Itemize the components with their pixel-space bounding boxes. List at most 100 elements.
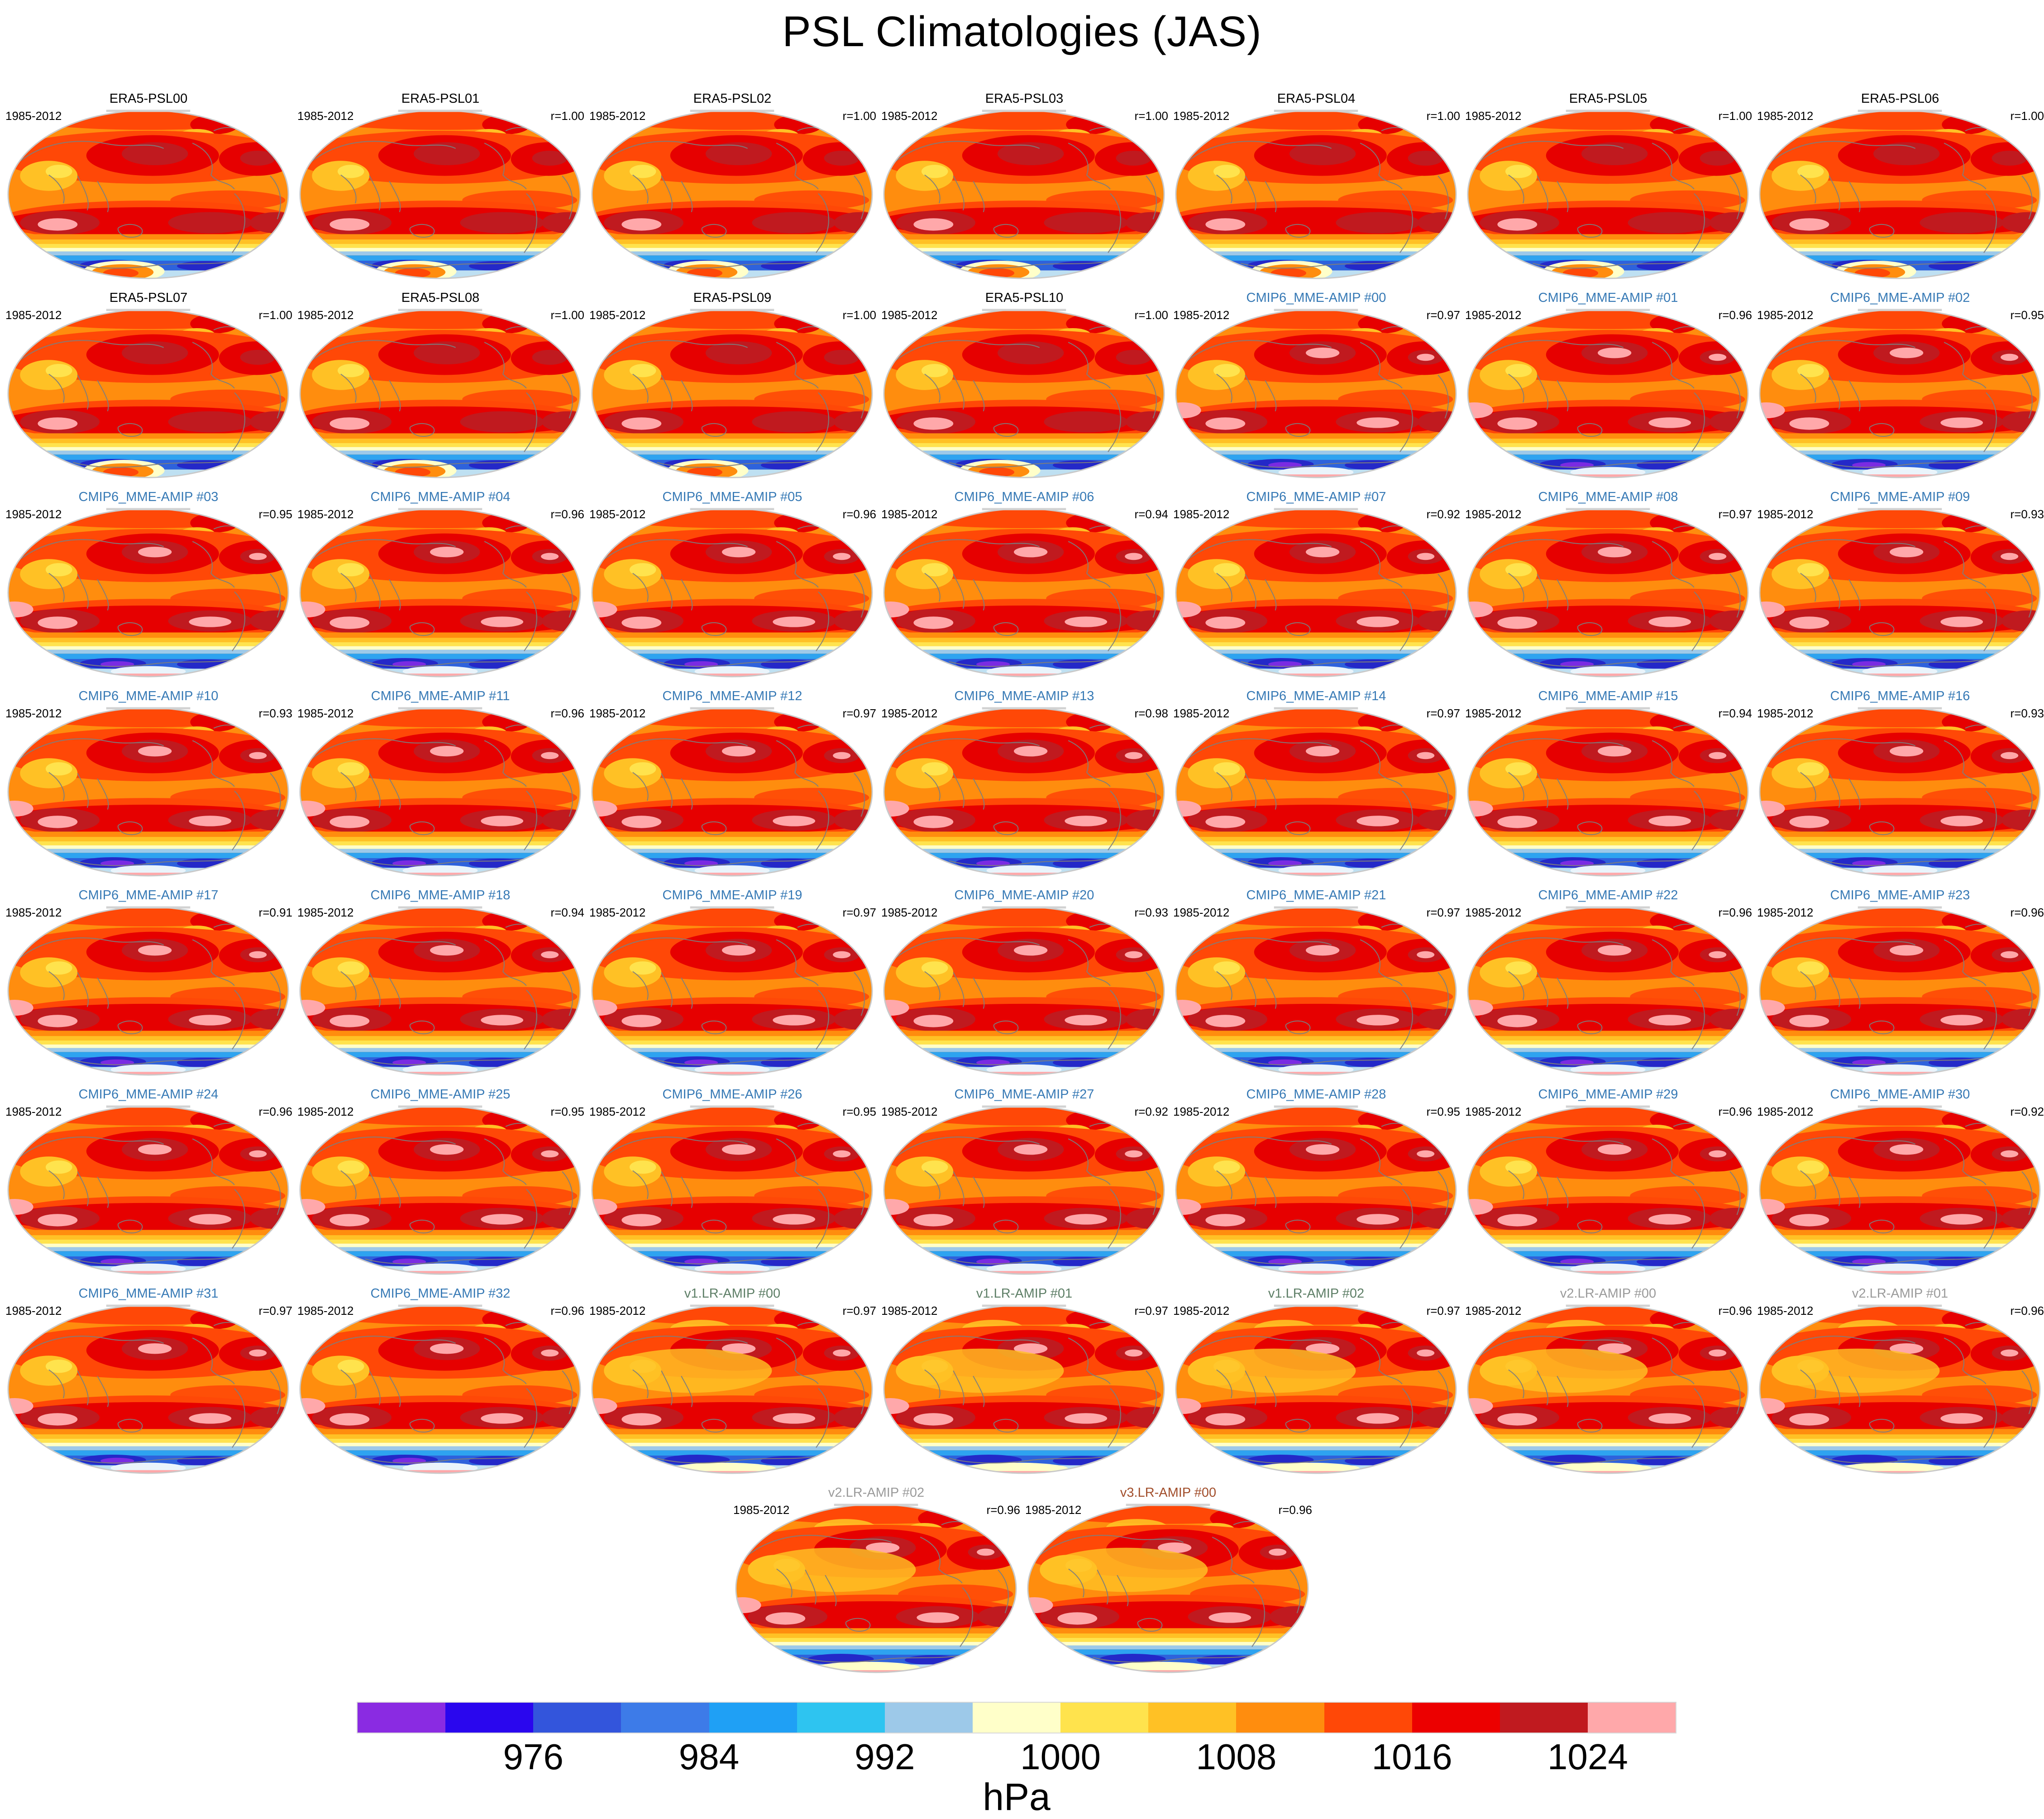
coastlines (602, 1322, 865, 1464)
panel-era5-psl02: ERA5-PSL02 1985-2012 r=1.00 (587, 89, 877, 287)
correlation-label: r=0.96 (1718, 906, 1752, 919)
coastlines (602, 326, 865, 468)
climatology-map (1467, 309, 1749, 478)
panel-v2-lr-amip-00: v2.LR-AMIP #00 1985-2012 r=0.96 (1463, 1284, 1753, 1482)
panel-cmip6-mme-amip-21: CMIP6_MME-AMIP #21 1985-2012 r=0.97 (1171, 885, 1461, 1084)
correlation-label: r=0.94 (550, 906, 584, 919)
model-label: CMIP6_MME-AMIP #30 (1830, 1087, 1970, 1102)
climatology-map (299, 508, 581, 678)
correlation-label: r=0.96 (550, 507, 584, 521)
period-label: 1985-2012 (1173, 1105, 1230, 1118)
coastlines (19, 923, 281, 1065)
correlation-label: r=1.00 (550, 109, 584, 123)
coastlines (19, 1322, 281, 1464)
climatology-map (591, 1105, 873, 1275)
correlation-label: r=0.96 (2010, 1304, 2044, 1318)
climatology-map (735, 1504, 1017, 1673)
correlation-label: r=1.00 (1426, 109, 1460, 123)
correlation-label: r=0.97 (1134, 1304, 1168, 1318)
climatology-map (1175, 1304, 1457, 1474)
period-label: 1985-2012 (1465, 507, 1522, 521)
climatology-map (1175, 508, 1457, 678)
climatology-map (1175, 707, 1457, 877)
panel-era5-psl06: ERA5-PSL06 1985-2012 r=1.00 (1755, 89, 2044, 287)
model-label: CMIP6_MME-AMIP #32 (370, 1286, 511, 1301)
panel-cmip6-mme-amip-14: CMIP6_MME-AMIP #14 1985-2012 r=0.97 (1171, 686, 1461, 884)
climatology-map (1467, 508, 1749, 678)
climatology-map (7, 110, 289, 279)
panel-cmip6-mme-amip-08: CMIP6_MME-AMIP #08 1985-2012 r=0.97 (1463, 487, 1753, 685)
climatology-map (7, 906, 289, 1076)
climatology-map (299, 906, 581, 1076)
coastlines (1478, 1322, 1741, 1464)
coastlines (894, 326, 1157, 468)
climatology-map (1175, 906, 1457, 1076)
coastlines (602, 525, 865, 667)
period-label: 1985-2012 (1173, 906, 1230, 919)
climatology-map (7, 508, 289, 678)
model-label: CMIP6_MME-AMIP #29 (1538, 1087, 1678, 1102)
period-label: 1985-2012 (5, 507, 62, 521)
panel-cmip6-mme-amip-30: CMIP6_MME-AMIP #30 1985-2012 r=0.92 (1755, 1084, 2044, 1283)
coastlines (310, 525, 573, 667)
climatology-map (883, 1304, 1165, 1474)
panel-cmip6-mme-amip-11: CMIP6_MME-AMIP #11 1985-2012 r=0.96 (296, 686, 585, 884)
period-label: 1985-2012 (1757, 1304, 1814, 1318)
coastlines (894, 127, 1157, 269)
coastlines (1186, 326, 1449, 468)
coastlines (1038, 1521, 1301, 1663)
correlation-label: r=0.97 (258, 1304, 292, 1318)
panel-cmip6-mme-amip-01: CMIP6_MME-AMIP #01 1985-2012 r=0.96 (1463, 288, 1753, 486)
colorbar-segment-11 (1324, 1703, 1412, 1733)
climatology-map (1175, 1105, 1457, 1275)
panel-cmip6-mme-amip-06: CMIP6_MME-AMIP #06 1985-2012 r=0.94 (879, 487, 1169, 685)
period-label: 1985-2012 (589, 1304, 646, 1318)
climatology-map (1467, 707, 1749, 877)
model-label: CMIP6_MME-AMIP #03 (78, 490, 219, 504)
coastlines (1770, 127, 2033, 269)
panel-cmip6-mme-amip-27: CMIP6_MME-AMIP #27 1985-2012 r=0.92 (879, 1084, 1169, 1283)
coastlines (602, 127, 865, 269)
climatology-map (1759, 707, 2041, 877)
coastlines (894, 724, 1157, 866)
colorbar-segment-1 (445, 1703, 534, 1733)
period-label: 1985-2012 (1757, 507, 1814, 521)
panel-v2-lr-amip-01: v2.LR-AMIP #01 1985-2012 r=0.96 (1755, 1284, 2044, 1482)
coastlines (310, 326, 573, 468)
model-label: v2.LR-AMIP #01 (1852, 1286, 1948, 1301)
panel-cmip6-mme-amip-13: CMIP6_MME-AMIP #13 1985-2012 r=0.98 (879, 686, 1169, 884)
coastlines (894, 923, 1157, 1065)
colorbar-segment-13 (1500, 1703, 1588, 1733)
model-label: CMIP6_MME-AMIP #05 (662, 490, 802, 504)
model-label: CMIP6_MME-AMIP #12 (662, 689, 802, 703)
panel-v3-lr-amip-00: v3.LR-AMIP #00 1985-2012 r=0.96 (1023, 1483, 1313, 1681)
period-label: 1985-2012 (1757, 906, 1814, 919)
model-label: CMIP6_MME-AMIP #06 (954, 490, 1094, 504)
correlation-label: r=1.00 (2010, 109, 2044, 123)
correlation-label: r=0.92 (1426, 507, 1460, 521)
coastlines (19, 1122, 281, 1265)
panel-era5-psl04: ERA5-PSL04 1985-2012 r=1.00 (1171, 89, 1461, 287)
panel-v1-lr-amip-01: v1.LR-AMIP #01 1985-2012 r=0.97 (879, 1284, 1169, 1482)
climatology-map (1759, 110, 2041, 279)
colorbar-units-label: hPa (983, 1776, 1051, 1818)
panel-era5-psl07: ERA5-PSL07 1985-2012 r=1.00 (4, 288, 293, 486)
coastlines (1770, 1322, 2033, 1464)
period-label: 1985-2012 (297, 109, 354, 123)
climatology-map (299, 110, 581, 279)
correlation-label: r=1.00 (842, 308, 876, 322)
correlation-label: r=1.00 (1134, 109, 1168, 123)
period-label: 1985-2012 (1465, 1105, 1522, 1118)
period-label: 1985-2012 (1465, 1304, 1522, 1318)
period-label: 1985-2012 (1025, 1503, 1082, 1517)
climatology-map (591, 1304, 873, 1474)
model-label: v2.LR-AMIP #00 (1560, 1286, 1657, 1301)
climatology-map (883, 707, 1165, 877)
colorbar-segment-0 (358, 1703, 446, 1733)
coastlines (1770, 724, 2033, 866)
panel-cmip6-mme-amip-31: CMIP6_MME-AMIP #31 1985-2012 r=0.97 (4, 1284, 293, 1482)
coastlines (19, 525, 281, 667)
climatology-map (1027, 1504, 1309, 1673)
model-label: CMIP6_MME-AMIP #17 (78, 888, 219, 902)
